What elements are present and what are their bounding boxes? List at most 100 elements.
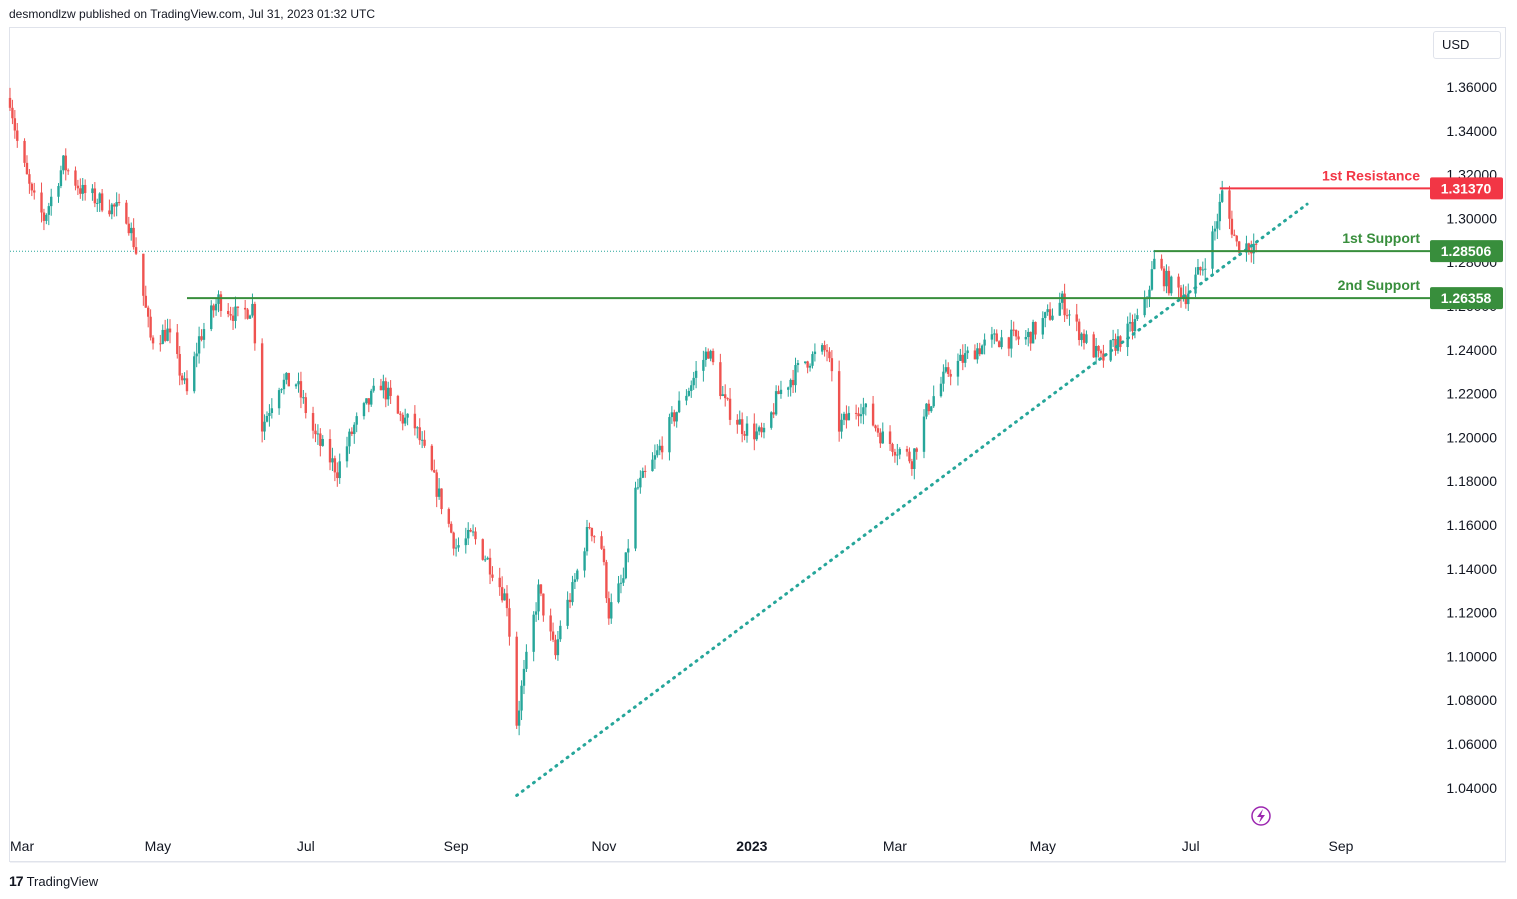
candle-body [522, 668, 526, 686]
candle-body [1068, 314, 1071, 316]
candle-body [893, 451, 897, 456]
support-price-flag-1 [1430, 240, 1503, 263]
candle-body [488, 557, 492, 575]
candle-body [437, 488, 441, 497]
candle-body [1017, 336, 1020, 340]
candle-body [362, 403, 366, 417]
candle-body [556, 639, 560, 656]
footer-brand-label: TradingView [26, 873, 99, 889]
candle-body [692, 377, 695, 386]
candle-body [542, 593, 545, 616]
candle-body [33, 190, 36, 193]
candle-body [321, 438, 324, 446]
candle-body [755, 431, 758, 440]
candle-body [372, 385, 375, 391]
candle-body [1082, 333, 1086, 343]
footer-brand[interactable]: 17 TradingView [9, 873, 98, 889]
candle-body [146, 307, 150, 317]
price-levels[interactable]: 1st Resistance 1st Support 2nd Support [186, 167, 1430, 300]
candle-body [1007, 337, 1011, 349]
candle-body [134, 247, 138, 254]
candle-body [993, 333, 996, 335]
candle-body [743, 434, 746, 436]
candle-body [1063, 293, 1066, 316]
candle-body [45, 214, 48, 221]
candle-body [1252, 243, 1255, 254]
candle-body [576, 570, 579, 580]
candle-body [1080, 333, 1083, 341]
candle-body [50, 196, 53, 207]
candle-body [702, 359, 705, 371]
y-axis[interactable]: 1.360001.340001.320001.300001.280001.260… [1446, 79, 1497, 796]
candle-body [639, 477, 642, 488]
candle-body [622, 578, 625, 583]
candle-body [333, 458, 337, 473]
x-tick-label: Sep [1329, 838, 1354, 854]
candle-body [142, 253, 145, 296]
candle-body [285, 372, 288, 380]
candle-body [857, 413, 860, 417]
support-price-flag-text-1: 1.28506 [1441, 243, 1492, 259]
candle-body [864, 403, 868, 408]
candle-body [370, 390, 373, 405]
candle-body [590, 528, 594, 537]
candle-body [1167, 270, 1171, 294]
candle-body [1128, 321, 1132, 324]
candle-body [25, 162, 29, 175]
candle-body [30, 183, 34, 191]
candle-body [430, 445, 434, 471]
candle-body [694, 370, 698, 378]
candle-body [1237, 241, 1241, 253]
candle-body [862, 407, 865, 415]
candle-body [1162, 268, 1166, 287]
candle-body [525, 651, 528, 669]
candle-body [956, 360, 960, 377]
candle-body [280, 389, 283, 391]
x-tick-label: Jul [297, 838, 315, 854]
candle-body [471, 531, 475, 533]
candle-body [847, 412, 851, 421]
lightning-icon[interactable] [1251, 806, 1271, 826]
candle-body [820, 345, 824, 352]
candle-body [966, 350, 969, 354]
candle-body [1051, 315, 1054, 320]
candle-body [193, 356, 196, 392]
candle-body [879, 432, 882, 444]
candle-body [1133, 319, 1137, 332]
candle-body [651, 459, 654, 472]
candle-body [389, 387, 392, 396]
y-tick-label: 1.10000 [1446, 648, 1497, 664]
candle-body [685, 395, 688, 401]
candle-body [331, 458, 334, 463]
candle-body [81, 184, 84, 194]
candle-body [704, 351, 708, 360]
candle-body [1048, 309, 1052, 320]
candle-body [282, 379, 286, 390]
candle-body [345, 446, 349, 462]
candle-body [670, 412, 674, 418]
candle-body [16, 130, 19, 141]
candle-body [500, 587, 504, 601]
candle-body [995, 333, 998, 342]
x-axis[interactable]: Mar May Jul Sep Nov 2023 Mar May Jul Sep [10, 838, 1506, 863]
candle-body [195, 353, 198, 357]
candle-body [159, 343, 162, 345]
candle-body [481, 539, 484, 560]
y-tick-label: 1.16000 [1446, 517, 1497, 533]
publisher-attribution: desmondlzw published on TradingView.com,… [9, 7, 375, 21]
currency-selector-button[interactable]: USD [1433, 31, 1501, 59]
candle-body [420, 439, 424, 441]
candle-body [842, 413, 846, 420]
candle-body [1099, 350, 1103, 354]
candle-body [854, 412, 858, 414]
candle-body [1085, 334, 1088, 343]
candle-body [1177, 276, 1180, 288]
candle-body [1230, 218, 1234, 235]
tradingview-logo-icon: 17 [9, 873, 24, 889]
candle-body [677, 400, 681, 413]
y-tick-label: 1.30000 [1446, 210, 1497, 226]
resistance-price-flag-text-0: 1.31370 [1441, 180, 1492, 196]
candle-body [316, 433, 320, 435]
candle-body [483, 559, 487, 561]
